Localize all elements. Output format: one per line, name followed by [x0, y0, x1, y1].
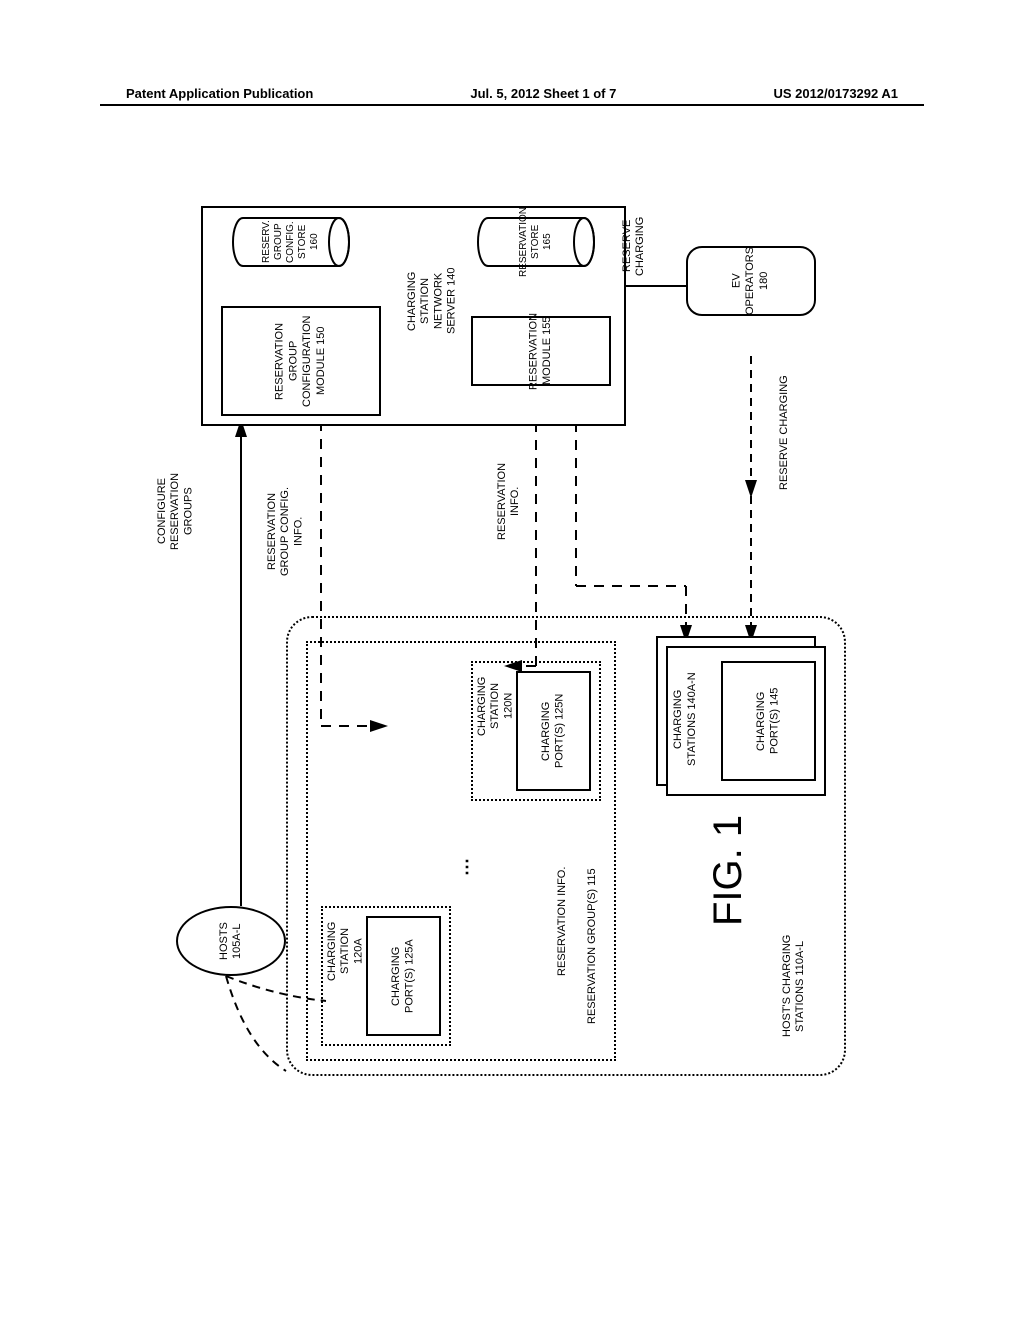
- reservation-info-top-label: RESERVATION INFO.: [496, 446, 522, 556]
- reservation-groups-label: RESERVATION GROUP(S) 115: [586, 846, 599, 1046]
- header-left: Patent Application Publication: [126, 86, 313, 101]
- page-header: Patent Application Publication Jul. 5, 2…: [0, 86, 1024, 101]
- header-right: US 2012/0173292 A1: [773, 86, 898, 101]
- dots-icon: ⋯: [456, 856, 478, 876]
- resv-group-config-module: RESERVATION GROUP CONFIGURATION MODULE 1…: [221, 306, 381, 416]
- resv-group-config-info-label: RESERVATION GROUP CONFIG. INFO.: [266, 466, 306, 596]
- charging-ports-125n: CHARGING PORT(S) 125N: [516, 671, 591, 791]
- reservation-module: RESERVATION MODULE 155: [471, 316, 611, 386]
- hosts-ellipse: HOSTS 105A-L: [176, 906, 286, 976]
- reserve-charging-top-label: RESERVE CHARGING: [621, 206, 647, 286]
- charging-ports-125a: CHARGING PORT(S) 125A: [366, 916, 441, 1036]
- configure-resv-groups-label: CONFIGURE RESERVATION GROUPS: [156, 446, 196, 576]
- resv-group-config-store: RESERV. GROUP CONFIG. STORE 160: [231, 216, 351, 268]
- charging-ports-145: CHARGING PORT(S) 145: [721, 661, 816, 781]
- figure-label: FIG. 1: [706, 815, 751, 926]
- server-title: CHARGING STATION NETWORK SERVER 140: [406, 236, 459, 366]
- ev-operators: EV OPERATORS 180: [686, 246, 816, 316]
- charging-station-120a-label: CHARGING STATION 120A: [326, 916, 366, 986]
- header-divider: [100, 104, 924, 106]
- reservation-store: RESERVATION STORE 165: [476, 216, 596, 268]
- charging-station-120n-label: CHARGING STATION 120N: [476, 671, 516, 741]
- figure-1: CHARGING STATION NETWORK SERVER 140 RESE…: [126, 186, 896, 1096]
- reserve-charging-side-label: RESERVE CHARGING: [778, 358, 791, 508]
- header-center: Jul. 5, 2012 Sheet 1 of 7: [470, 86, 616, 101]
- reservation-info-bottom-label: RESERVATION INFO.: [556, 846, 569, 996]
- hosts-charging-stations-label: HOST'S CHARGING STATIONS 110A-L: [781, 906, 807, 1066]
